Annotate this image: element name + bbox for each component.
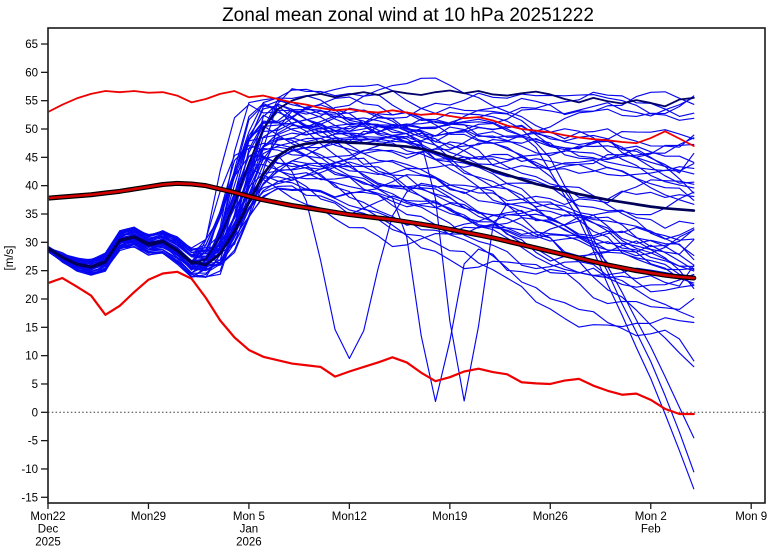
ensemble-member-line xyxy=(48,142,695,266)
y-tick-label: -5 xyxy=(28,436,38,448)
y-axis-label: [m/s] xyxy=(4,246,16,271)
ensemble-member-line xyxy=(48,160,695,262)
x-tick-label: 2025 xyxy=(35,536,61,548)
ensemble-mean-navy xyxy=(48,140,696,269)
axes: -15-10-505101520253035404550556065Mon22D… xyxy=(4,27,767,548)
y-tick-label: 45 xyxy=(25,152,38,164)
y-tick-label: -15 xyxy=(21,492,38,504)
climate-lower-red xyxy=(48,270,695,416)
x-tick-label: Mon 9 xyxy=(735,511,767,523)
ensemble-member-line xyxy=(48,130,695,368)
y-tick-label: 50 xyxy=(25,124,38,136)
x-tick-label: Mon12 xyxy=(332,511,367,523)
ensemble-member-line xyxy=(48,161,695,263)
y-tick-label: 20 xyxy=(25,294,38,306)
y-tick-label: 65 xyxy=(25,39,38,51)
x-tick-label: Jan xyxy=(240,524,259,536)
chart-title: Zonal mean zonal wind at 10 hPa 20251222 xyxy=(222,5,594,26)
y-tick-label: 35 xyxy=(25,209,38,221)
ensemble-member-line xyxy=(48,141,695,275)
x-tick-label: Mon22 xyxy=(30,511,65,523)
highlighted-series-lines xyxy=(48,89,697,416)
x-tick-label: 2026 xyxy=(236,536,262,548)
x-tick-label: Mon19 xyxy=(432,511,467,523)
plot-frame xyxy=(47,27,766,504)
climate-upper-red xyxy=(48,90,695,147)
ensemble-member-line xyxy=(48,167,695,271)
x-tick-label: Mon 5 xyxy=(233,511,265,523)
x-tick-label: Dec xyxy=(38,524,59,536)
y-tick-label: 0 xyxy=(32,407,38,419)
ensemble-member-line xyxy=(48,163,695,287)
y-tick-label: 30 xyxy=(25,237,38,249)
x-tick-label: Mon26 xyxy=(533,511,568,523)
y-tick-label: 5 xyxy=(32,379,38,391)
ensemble-member-line xyxy=(48,103,695,271)
y-tick-label: 55 xyxy=(25,96,38,108)
climate-mean-dark-red xyxy=(48,182,696,280)
y-tick-label: -10 xyxy=(21,464,38,476)
x-tick-label: Feb xyxy=(641,524,661,536)
y-tick-label: 60 xyxy=(25,67,38,79)
y-tick-label: 15 xyxy=(25,322,38,334)
x-tick-label: Mon29 xyxy=(131,511,166,523)
ensemble-member-line xyxy=(48,187,695,362)
y-tick-label: 40 xyxy=(25,181,38,193)
y-tick-label: 10 xyxy=(25,351,38,363)
control-upper-navy xyxy=(48,89,695,269)
ensemble-member-line xyxy=(48,104,695,473)
ensemble-member-line xyxy=(48,102,695,289)
y-tick-label: 25 xyxy=(25,266,38,278)
ensemble-member-lines xyxy=(48,77,695,490)
x-tick-label: Mon 2 xyxy=(635,511,667,523)
